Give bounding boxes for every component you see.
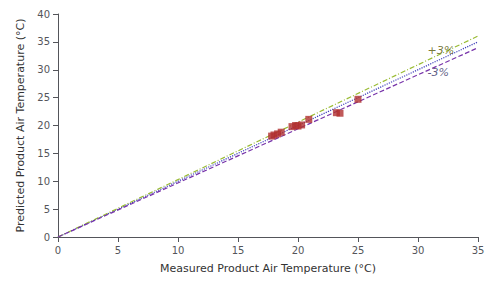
svg-text:25: 25 bbox=[37, 92, 50, 103]
svg-text:20: 20 bbox=[37, 120, 50, 131]
svg-text:25: 25 bbox=[352, 245, 365, 256]
svg-text:15: 15 bbox=[37, 148, 50, 159]
svg-text:35: 35 bbox=[472, 245, 485, 256]
svg-text:Predicted Product Air Temperat: Predicted Product Air Temperature (°C) bbox=[14, 19, 27, 233]
svg-text:0: 0 bbox=[44, 232, 50, 243]
svg-text:5: 5 bbox=[44, 204, 50, 215]
svg-text:40: 40 bbox=[37, 9, 50, 20]
svg-text:5: 5 bbox=[115, 245, 121, 256]
svg-text:35: 35 bbox=[37, 36, 50, 47]
svg-text:30: 30 bbox=[412, 245, 425, 256]
svg-text:30: 30 bbox=[37, 64, 50, 75]
svg-text:-3%: -3% bbox=[428, 66, 449, 79]
svg-text:10: 10 bbox=[37, 176, 50, 187]
svg-text:15: 15 bbox=[232, 245, 245, 256]
svg-text:Measured Product Air Temperatu: Measured Product Air Temperature (°C) bbox=[160, 262, 376, 275]
svg-text:0: 0 bbox=[55, 245, 61, 256]
svg-text:+3%: +3% bbox=[428, 44, 455, 57]
svg-text:20: 20 bbox=[292, 245, 305, 256]
svg-text:10: 10 bbox=[172, 245, 185, 256]
